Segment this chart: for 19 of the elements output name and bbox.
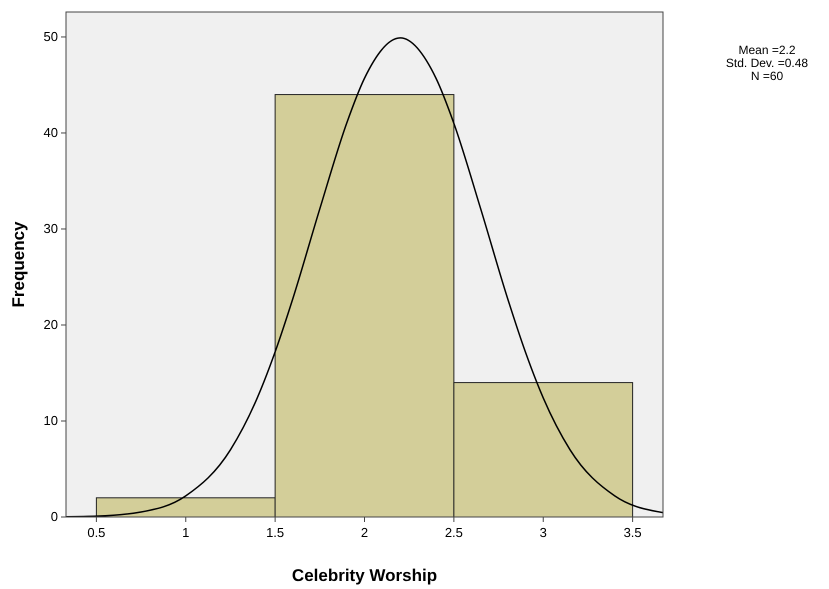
line-series (66, 37, 663, 517)
x-axis-title: Celebrity Worship (292, 566, 438, 585)
text: Mean =2.2 (738, 43, 796, 57)
text: Std. Dev. =0.48 (726, 56, 808, 70)
x-tick-label: 2 (360, 525, 368, 540)
y-axis-title: Frequency (9, 220, 28, 308)
y-tick-label: 30 (44, 220, 58, 236)
x-tick-label: 1 (182, 525, 190, 540)
text: N =60 (750, 69, 784, 83)
x-tick-label: 3 (540, 525, 547, 540)
x-tick-label: 3.5 (624, 525, 642, 540)
x-tick-label: 2.5 (444, 525, 463, 540)
y-tick-label: 10 (44, 412, 58, 428)
y-tick-label: 0 (50, 509, 58, 524)
x-tick-label: 0.5 (87, 525, 106, 540)
x-tick-label: 1.5 (266, 525, 284, 540)
y-tick-label: 40 (44, 124, 58, 140)
y-tick-label: 50 (44, 28, 58, 44)
y-tick-label: 20 (44, 316, 58, 332)
